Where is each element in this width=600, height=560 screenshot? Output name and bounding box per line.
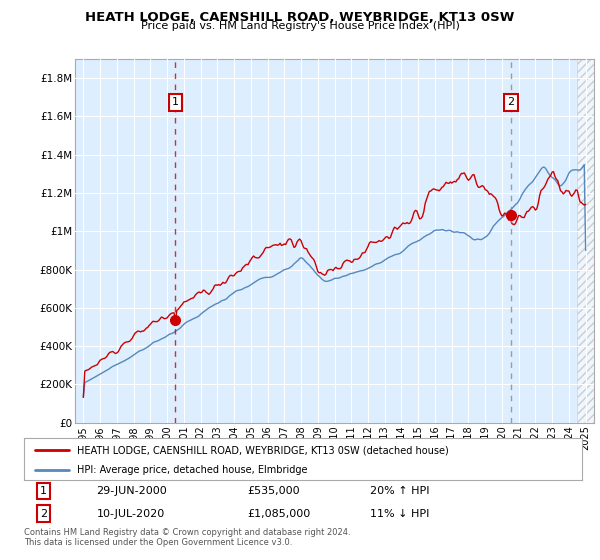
Text: HPI: Average price, detached house, Elmbridge: HPI: Average price, detached house, Elmb… xyxy=(77,465,308,475)
Text: Contains HM Land Registry data © Crown copyright and database right 2024.
This d: Contains HM Land Registry data © Crown c… xyxy=(24,528,350,547)
Text: £1,085,000: £1,085,000 xyxy=(247,508,310,519)
Text: Price paid vs. HM Land Registry's House Price Index (HPI): Price paid vs. HM Land Registry's House … xyxy=(140,21,460,31)
Text: 1: 1 xyxy=(172,97,179,108)
Text: HEATH LODGE, CAENSHILL ROAD, WEYBRIDGE, KT13 0SW (detached house): HEATH LODGE, CAENSHILL ROAD, WEYBRIDGE, … xyxy=(77,445,449,455)
Text: 29-JUN-2000: 29-JUN-2000 xyxy=(97,486,167,496)
Text: 20% ↑ HPI: 20% ↑ HPI xyxy=(370,486,430,496)
Text: 2: 2 xyxy=(507,97,514,108)
Text: 10-JUL-2020: 10-JUL-2020 xyxy=(97,508,165,519)
Text: 2: 2 xyxy=(40,508,47,519)
Text: £535,000: £535,000 xyxy=(247,486,300,496)
Text: 11% ↓ HPI: 11% ↓ HPI xyxy=(370,508,430,519)
Text: 1: 1 xyxy=(40,486,47,496)
Text: HEATH LODGE, CAENSHILL ROAD, WEYBRIDGE, KT13 0SW: HEATH LODGE, CAENSHILL ROAD, WEYBRIDGE, … xyxy=(85,11,515,24)
